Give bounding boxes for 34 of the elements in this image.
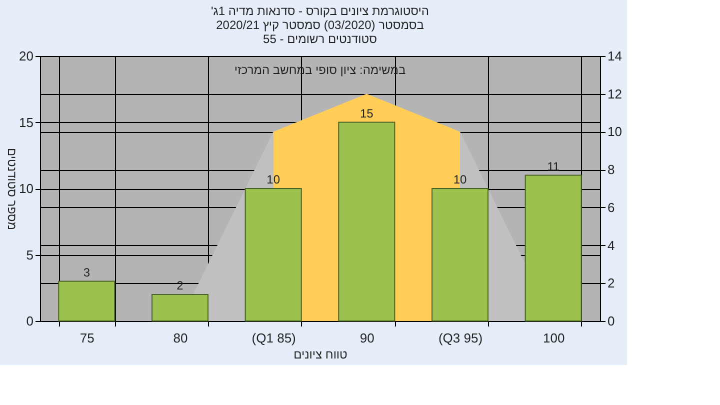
y2-tick-label: 6 <box>608 200 615 215</box>
bar <box>152 294 208 322</box>
data-label: 15 <box>360 106 374 120</box>
y-tick-label: 5 <box>26 247 34 262</box>
y2-tick-label: 4 <box>608 238 615 253</box>
y2-tick-label: 0 <box>608 314 615 328</box>
y-tick-label: 10 <box>19 181 34 196</box>
y-tick-label: 15 <box>19 114 34 130</box>
data-label: 10 <box>266 172 280 186</box>
x-tick-label: 90 <box>360 330 374 346</box>
y-tick-label: 20 <box>19 48 34 64</box>
data-label: 11 <box>547 159 560 174</box>
bar <box>244 188 302 322</box>
x-tick-label: (Q3 95) <box>438 330 483 346</box>
bar <box>432 188 488 322</box>
data-label: 3 <box>83 265 90 280</box>
bar <box>338 122 396 322</box>
y-axis-title: מספר סטודנטים <box>5 148 20 230</box>
y2-tick-label: 2 <box>608 276 615 291</box>
text: סטודנטים רשומים - 55 <box>263 32 377 46</box>
y2-tick-label: 8 <box>608 162 615 178</box>
text: 'היסטוגרמת ציונים בקורס - סדנאות מדיה 1ג <box>210 4 430 18</box>
y2-tick-label: 12 <box>608 86 622 102</box>
x-tick-label: 75 <box>80 330 94 346</box>
x-tick-label: 100 <box>542 330 565 346</box>
x-axis-title: טווח ציונים <box>294 348 348 362</box>
text: בסמסטר (03/2020) סמסטר קיץ 2020/21 <box>216 18 424 32</box>
x-tick-label: (Q1 85) <box>252 330 296 346</box>
y-tick-label: 0 <box>26 314 34 328</box>
y2-tick-label: 10 <box>608 124 622 140</box>
bar <box>524 174 582 322</box>
bar <box>58 280 116 322</box>
x-tick-label: 80 <box>173 330 188 346</box>
y2-tick-label: 14 <box>608 48 622 64</box>
